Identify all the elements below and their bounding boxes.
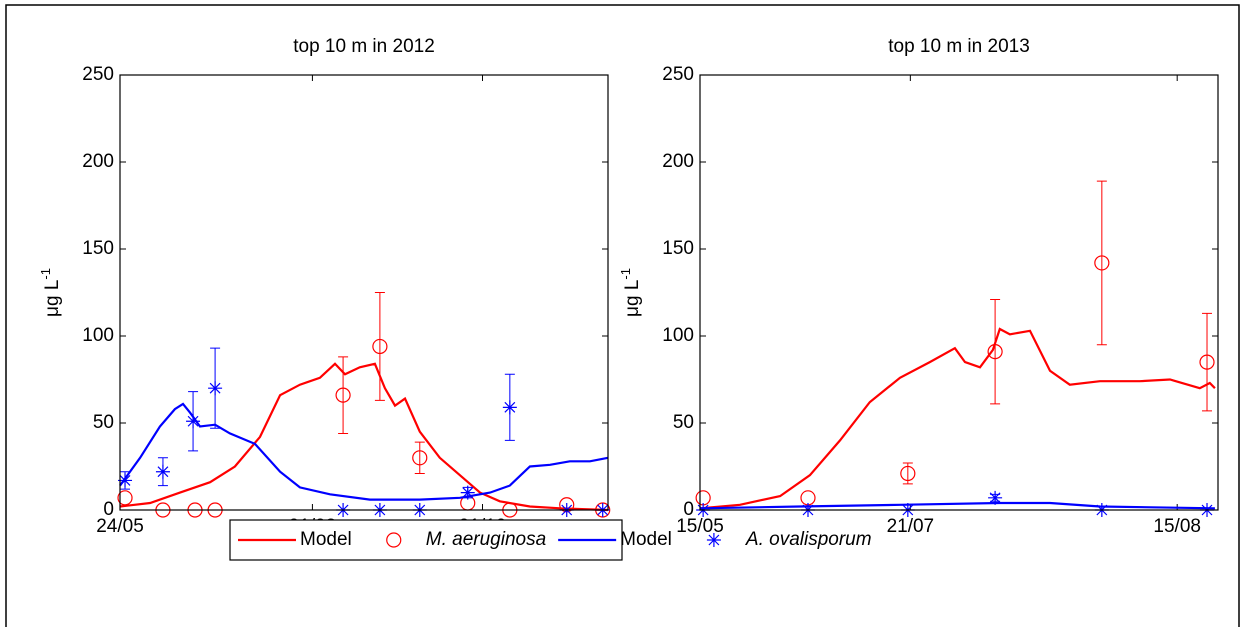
y-axis-label: μg L-1 bbox=[618, 268, 643, 317]
legend-label: Model bbox=[620, 529, 672, 550]
y-tick-label: 50 bbox=[673, 412, 694, 433]
x-tick-label: 24/05 bbox=[96, 516, 144, 537]
legend-marker bbox=[386, 532, 402, 548]
x-tick-label: 21/07 bbox=[887, 516, 935, 537]
chart-title: top 10 m in 2013 bbox=[888, 36, 1030, 57]
legend-label: A. ovalisporum bbox=[745, 529, 872, 550]
y-axis-label-main: μg L bbox=[622, 280, 643, 317]
y-tick-label: 150 bbox=[82, 238, 114, 259]
observation bbox=[987, 344, 1003, 360]
error-bar bbox=[1202, 312, 1213, 412]
y-axis-label: μg L-1 bbox=[38, 268, 63, 317]
observation bbox=[988, 490, 1003, 505]
y-axis-label-sup: -1 bbox=[38, 268, 53, 280]
y-tick-label: 50 bbox=[93, 412, 114, 433]
observation bbox=[412, 450, 428, 466]
error-bar bbox=[414, 441, 425, 474]
error-bar bbox=[1096, 180, 1107, 346]
observation bbox=[460, 485, 475, 500]
observation bbox=[186, 414, 201, 429]
y-axis-label-sup: -1 bbox=[618, 268, 633, 280]
y-axis-label-main: μg L bbox=[42, 280, 63, 317]
model-line bbox=[699, 501, 1215, 510]
error-bar bbox=[338, 356, 349, 434]
y-tick-label: 150 bbox=[662, 238, 694, 259]
observation bbox=[118, 473, 133, 488]
y-tick-label: 100 bbox=[662, 325, 694, 346]
y-tick-label: 0 bbox=[683, 499, 694, 520]
observation bbox=[502, 400, 517, 415]
observation bbox=[1094, 255, 1110, 271]
chart-title: top 10 m in 2012 bbox=[293, 36, 435, 57]
y-tick-label: 200 bbox=[662, 151, 694, 172]
observation bbox=[695, 490, 711, 506]
y-tick-label: 250 bbox=[82, 64, 114, 85]
y-tick-label: 250 bbox=[662, 64, 694, 85]
axes-box bbox=[119, 74, 609, 511]
model-line bbox=[699, 327, 1216, 510]
error-bar bbox=[990, 298, 1001, 405]
observation bbox=[208, 381, 223, 396]
legend-label: M. aeruginosa bbox=[426, 529, 546, 550]
observation bbox=[155, 464, 170, 479]
model-line bbox=[119, 402, 609, 501]
x-tick-label: 15/05 bbox=[676, 516, 724, 537]
x-tick-label: 15/08 bbox=[1153, 516, 1201, 537]
observation bbox=[900, 465, 916, 482]
y-tick-label: 200 bbox=[82, 151, 114, 172]
y-tick-label: 0 bbox=[103, 499, 114, 520]
legend-marker bbox=[706, 533, 721, 547]
observation bbox=[335, 387, 351, 403]
error-bar bbox=[374, 292, 385, 401]
frame bbox=[5, 4, 1240, 632]
y-tick-label: 100 bbox=[82, 325, 114, 346]
observation bbox=[372, 338, 388, 355]
observation bbox=[117, 490, 133, 506]
legend-label: Model bbox=[300, 529, 352, 550]
axes-box bbox=[699, 74, 1219, 511]
observation bbox=[1199, 354, 1215, 370]
observation bbox=[800, 490, 816, 506]
